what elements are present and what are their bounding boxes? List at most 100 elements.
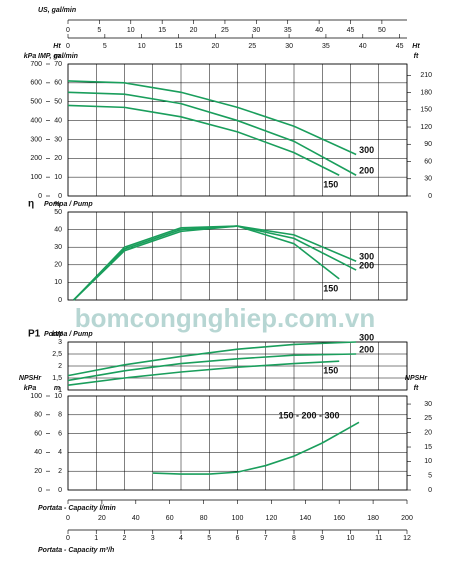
series-label: 200 [359, 344, 374, 354]
y-tick-label: 20 [34, 468, 42, 475]
x-tick-label: 20 [211, 43, 219, 50]
y-tick-label: 30 [424, 401, 432, 408]
y-tick-label: 60 [424, 158, 432, 165]
y-tick-label: 30 [424, 176, 432, 183]
x-tick-label: 0 [66, 535, 70, 542]
y-tick-label: 90 [424, 141, 432, 148]
line [67, 80, 357, 156]
plot-frame [67, 341, 408, 391]
y-tick-label: 10 [54, 393, 62, 400]
axis-title: % [54, 201, 61, 208]
x-tick-label: 5 [97, 27, 101, 34]
plot-frame [67, 63, 408, 197]
y-tick-label: 60 [34, 430, 42, 437]
y-tick-label: 20 [54, 262, 62, 269]
x-tick-label: 60 [166, 515, 174, 522]
y-tick-label: 200 [30, 155, 42, 162]
x-tick-label: 9 [320, 535, 324, 542]
y-tick-label: 2,5 [52, 351, 62, 358]
line [67, 104, 340, 176]
y-tick-label: 60 [54, 80, 62, 87]
axis-title: NPSHr [405, 375, 428, 382]
x-tick-label: 3 [151, 535, 155, 542]
axis-title: m [54, 385, 60, 392]
x-tick-label: 5 [103, 43, 107, 50]
y-tick-label: 20 [424, 430, 432, 437]
x-tick-label: 40 [315, 27, 323, 34]
y-tick-label: 2 [58, 363, 62, 370]
x-tick-label: 12 [403, 535, 411, 542]
y-tick-label: 0 [58, 297, 62, 304]
x-tick-label: 5 [207, 535, 211, 542]
x-tick-label: 200 [401, 515, 413, 522]
x-tick-label: 80 [200, 515, 208, 522]
x-tick-label: 10 [347, 535, 355, 542]
line [73, 225, 357, 301]
x-tick-label: 30 [252, 27, 260, 34]
axis-title: IMP, gal/min [38, 53, 78, 60]
y-tick-label: 40 [34, 449, 42, 456]
y-tick-label: 100 [30, 393, 42, 400]
series-label: 150 [323, 283, 338, 293]
y-tick-label: 6 [58, 430, 62, 437]
y-tick-label: 70 [54, 61, 62, 68]
panel-symbol: η [28, 199, 34, 210]
series-label: 300 [359, 252, 374, 262]
axis-title: Portata - Capacity l/min [38, 505, 116, 512]
axis-title: Ht [53, 43, 61, 50]
y-tick-label: 400 [30, 117, 42, 124]
axis-title: NPSHr [19, 375, 42, 382]
y-tick-label: 50 [54, 99, 62, 106]
x-tick-label: 30 [285, 43, 293, 50]
y-tick-label: 0 [428, 193, 432, 200]
x-tick-label: 120 [266, 515, 278, 522]
line [73, 225, 357, 301]
x-tick-label: 50 [378, 27, 386, 34]
x-tick-label: 160 [333, 515, 345, 522]
x-tick-label: 15 [158, 27, 166, 34]
line [152, 421, 360, 475]
x-tick-label: 15 [175, 43, 183, 50]
y-tick-label: 300 [30, 136, 42, 143]
x-tick-label: 10 [138, 43, 146, 50]
x-tick-label: 25 [221, 27, 229, 34]
y-tick-label: 180 [420, 89, 432, 96]
x-tick-label: 20 [98, 515, 106, 522]
axis-title: ft [414, 53, 419, 60]
panel-title: Pompa / Pump [44, 331, 93, 338]
y-tick-label: 30 [54, 136, 62, 143]
y-tick-label: 500 [30, 99, 42, 106]
y-tick-label: 80 [34, 412, 42, 419]
line [67, 360, 340, 386]
x-tick-label: 8 [292, 535, 296, 542]
axis-title: US, gal/min [38, 7, 76, 14]
y-tick-label: 0 [38, 193, 42, 200]
y-tick-label: 5 [428, 473, 432, 480]
x-tick-label: 7 [264, 535, 268, 542]
y-tick-label: 210 [420, 72, 432, 79]
x-tick-label: 4 [179, 535, 183, 542]
axis-title: Portata - Capacity m³/h [38, 547, 114, 554]
line [67, 91, 357, 176]
y-tick-label: 10 [54, 174, 62, 181]
y-tick-label: 1 [58, 387, 62, 394]
axis-title: m [54, 53, 60, 60]
y-tick-label: 100 [30, 174, 42, 181]
y-tick-label: 120 [420, 124, 432, 131]
y-tick-label: 0 [58, 193, 62, 200]
y-tick-label: 700 [30, 61, 42, 68]
plot-frame [67, 211, 408, 301]
y-tick-label: 10 [54, 279, 62, 286]
series-label: 150 - 200 - 300 [278, 410, 339, 420]
line [73, 225, 340, 301]
series-label: 150 [323, 180, 338, 190]
x-tick-label: 40 [359, 43, 367, 50]
x-tick-label: 45 [347, 27, 355, 34]
series-label: 200 [359, 260, 374, 270]
x-tick-label: 40 [132, 515, 140, 522]
y-tick-label: 0 [38, 487, 42, 494]
y-tick-label: 2 [58, 468, 62, 475]
y-tick-label: 50 [54, 209, 62, 216]
y-tick-label: 20 [54, 155, 62, 162]
x-tick-label: 100 [232, 515, 244, 522]
